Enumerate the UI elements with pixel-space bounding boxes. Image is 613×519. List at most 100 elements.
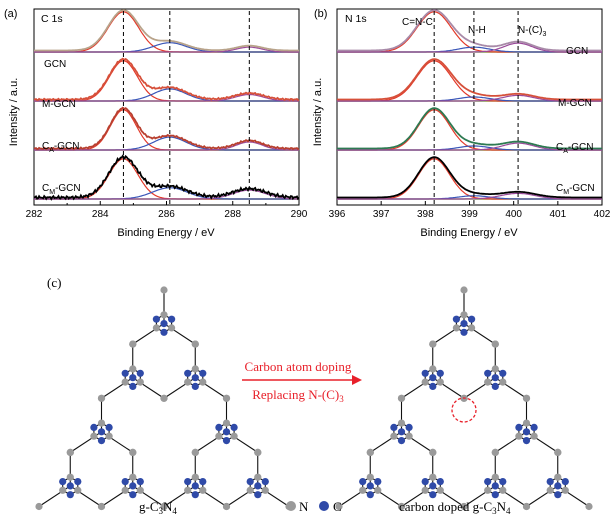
nitrogen-atom — [366, 448, 374, 456]
envelope-CA-GCN — [337, 107, 602, 150]
panel-c-structure-diagram: (c) Carbon atom doping Replacing N-(C)3 … — [35, 275, 593, 516]
carbon-atom — [59, 478, 67, 486]
carbon-atom — [491, 491, 499, 499]
envelope-CA-GCN — [33, 106, 300, 151]
carbon-atom — [429, 491, 437, 499]
arrow-text-carbon-doping: Carbon atom doping — [245, 359, 352, 374]
carbon-atom — [491, 482, 499, 490]
panel-b-reference-lines — [433, 11, 519, 204]
nitrogen-atom — [460, 311, 468, 319]
nitrogen-atom — [160, 394, 168, 402]
nitrogen-atom — [436, 486, 444, 494]
panel-a-label-mgcn: M-GCN — [42, 99, 76, 110]
panel-a-element-label: C 1s — [41, 13, 63, 25]
carbon-atom — [90, 423, 98, 431]
panel-b-xlabel: Binding Energy / eV — [420, 227, 518, 239]
carbon-atom — [160, 320, 168, 328]
nitrogen-atom — [191, 448, 199, 456]
panel-a-c1s-chart: (a) C 1s Intensity / a.u. Binding Energy… — [4, 8, 308, 239]
carbon-atom — [66, 491, 74, 499]
nitrogen-atom — [405, 432, 413, 440]
component-peak-GCN-2 — [34, 46, 299, 53]
x-tick-label: 401 — [549, 209, 566, 220]
nitrogen-atom — [491, 448, 499, 456]
carbon-atom — [460, 320, 468, 328]
carbon-atom — [491, 374, 499, 382]
nitrogen-atom — [530, 432, 538, 440]
panel-b-ylabel: Intensity / a.u. — [312, 78, 324, 146]
nitrogen-atom — [222, 419, 231, 427]
carbon-atom — [429, 382, 437, 390]
envelope-M-GCN — [33, 57, 300, 102]
nitrogen-atom — [66, 473, 74, 481]
nitrogen-atom — [554, 473, 562, 481]
component-peak-M-GCN-2 — [34, 94, 299, 102]
carbon-atom — [222, 428, 231, 436]
nitrogen-atom — [199, 486, 207, 494]
nitrogen-atom — [499, 486, 507, 494]
panel-a-label-cmgcn: CM-GCN — [42, 183, 81, 196]
carbon-atom — [254, 482, 262, 490]
nitrogen-atom — [460, 286, 468, 294]
nitrogen-atom — [97, 502, 106, 511]
legend-n-label: N — [299, 499, 309, 514]
nitrogen-atom — [215, 432, 223, 440]
carbon-atom — [554, 491, 562, 499]
carbon-atom — [215, 423, 223, 431]
panel-a-label-cagcn: CA-GCN — [42, 141, 79, 154]
carbon-atom — [191, 491, 199, 499]
carbon-atom — [499, 369, 507, 377]
x-tick-label: 282 — [26, 209, 43, 220]
carbon-atom — [429, 374, 437, 382]
envelope-GCN — [34, 9, 299, 52]
carbon-atom — [184, 369, 192, 377]
carbon-atom — [129, 482, 137, 490]
nitrogen-atom — [121, 486, 129, 494]
nitrogen-atom — [421, 378, 429, 386]
doping-site-highlight — [451, 397, 477, 423]
carbon-atom — [546, 478, 554, 486]
nitrogen-atom — [554, 448, 562, 456]
nitrogen-atom — [191, 340, 199, 348]
carbon-atom — [74, 478, 82, 486]
panel-a-label-gcn: GCN — [44, 59, 66, 70]
carbon-atom — [121, 478, 129, 486]
nitrogen-atom — [335, 502, 343, 511]
x-tick-label: 397 — [373, 209, 390, 220]
component-peak-CA-GCN-2 — [337, 142, 602, 151]
nitrogen-atom — [397, 502, 406, 511]
carbon-atom — [129, 491, 137, 499]
nitrogen-atom — [168, 324, 176, 332]
component-peak-CM-GCN-2 — [337, 192, 602, 200]
nitrogen-atom — [366, 473, 374, 481]
nitrogen-atom — [136, 378, 144, 386]
nitrogen-atom — [429, 365, 437, 373]
panel-a-xlabel: Binding Energy / eV — [117, 227, 215, 239]
nitrogen-atom — [160, 286, 168, 294]
envelope-CM-GCN — [337, 156, 602, 199]
component-peak-M-GCN-0 — [337, 60, 602, 102]
nitrogen-atom — [254, 473, 262, 481]
nitrogen-atom — [136, 486, 144, 494]
carbon-atom — [554, 482, 562, 490]
carbon-atom — [374, 478, 382, 486]
carbon-atom — [184, 478, 192, 486]
nitrogen-atom — [230, 432, 238, 440]
carbon-atom — [522, 428, 531, 436]
panel-b-label-gcn: GCN — [566, 46, 588, 57]
doping-arrow-head — [352, 375, 362, 385]
panel-a-ylabel: Intensity / a.u. — [8, 78, 20, 146]
x-tick-label: 288 — [224, 209, 241, 220]
component-peak-CA-GCN-2 — [34, 141, 299, 151]
carbon-atom — [254, 491, 262, 499]
nitrogen-atom — [97, 419, 106, 427]
carbon-atom — [191, 482, 199, 490]
nitrogen-atom — [397, 419, 406, 427]
nitrogen-atom — [59, 486, 67, 494]
carbon-atom — [136, 369, 144, 377]
panel-a-reference-lines — [122, 11, 250, 204]
panel-b-annotation-cnc: C=N-C — [402, 17, 433, 28]
panel-b-label-cmgcn: CM-GCN — [556, 183, 595, 196]
nitrogen-atom — [129, 473, 137, 481]
